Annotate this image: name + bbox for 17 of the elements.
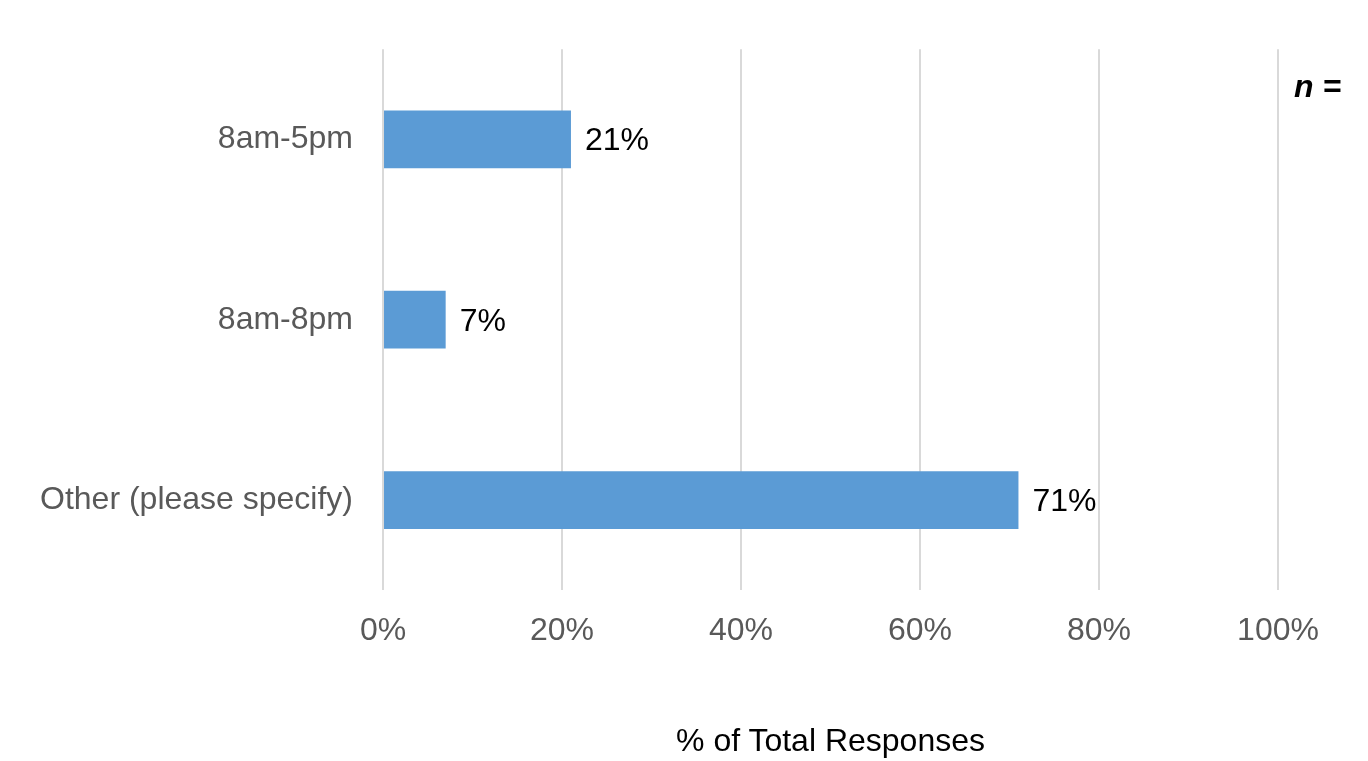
- data-label: 7%: [459, 301, 506, 338]
- x-tick-label: 40%: [708, 611, 774, 648]
- x-axis-title: % of Total Responses: [676, 721, 985, 758]
- bar: [384, 471, 1019, 529]
- text: n =: [1294, 67, 1342, 104]
- y-tick-label: 8am-8pm: [217, 299, 354, 336]
- x-tick-label: 20%: [529, 611, 595, 648]
- y-tick-label: 8am-5pm: [217, 119, 354, 156]
- y-tick-label: Other (please specify): [40, 479, 354, 516]
- bar: [384, 290, 446, 349]
- bar: [384, 110, 571, 169]
- x-tick-label: 60%: [887, 611, 953, 648]
- data-label: 21%: [584, 121, 650, 158]
- x-tick-label: 80%: [1066, 611, 1132, 648]
- data-label: 71%: [1032, 481, 1097, 518]
- x-tick-label: 0%: [359, 611, 407, 648]
- x-tick-label: 100%: [1237, 611, 1319, 648]
